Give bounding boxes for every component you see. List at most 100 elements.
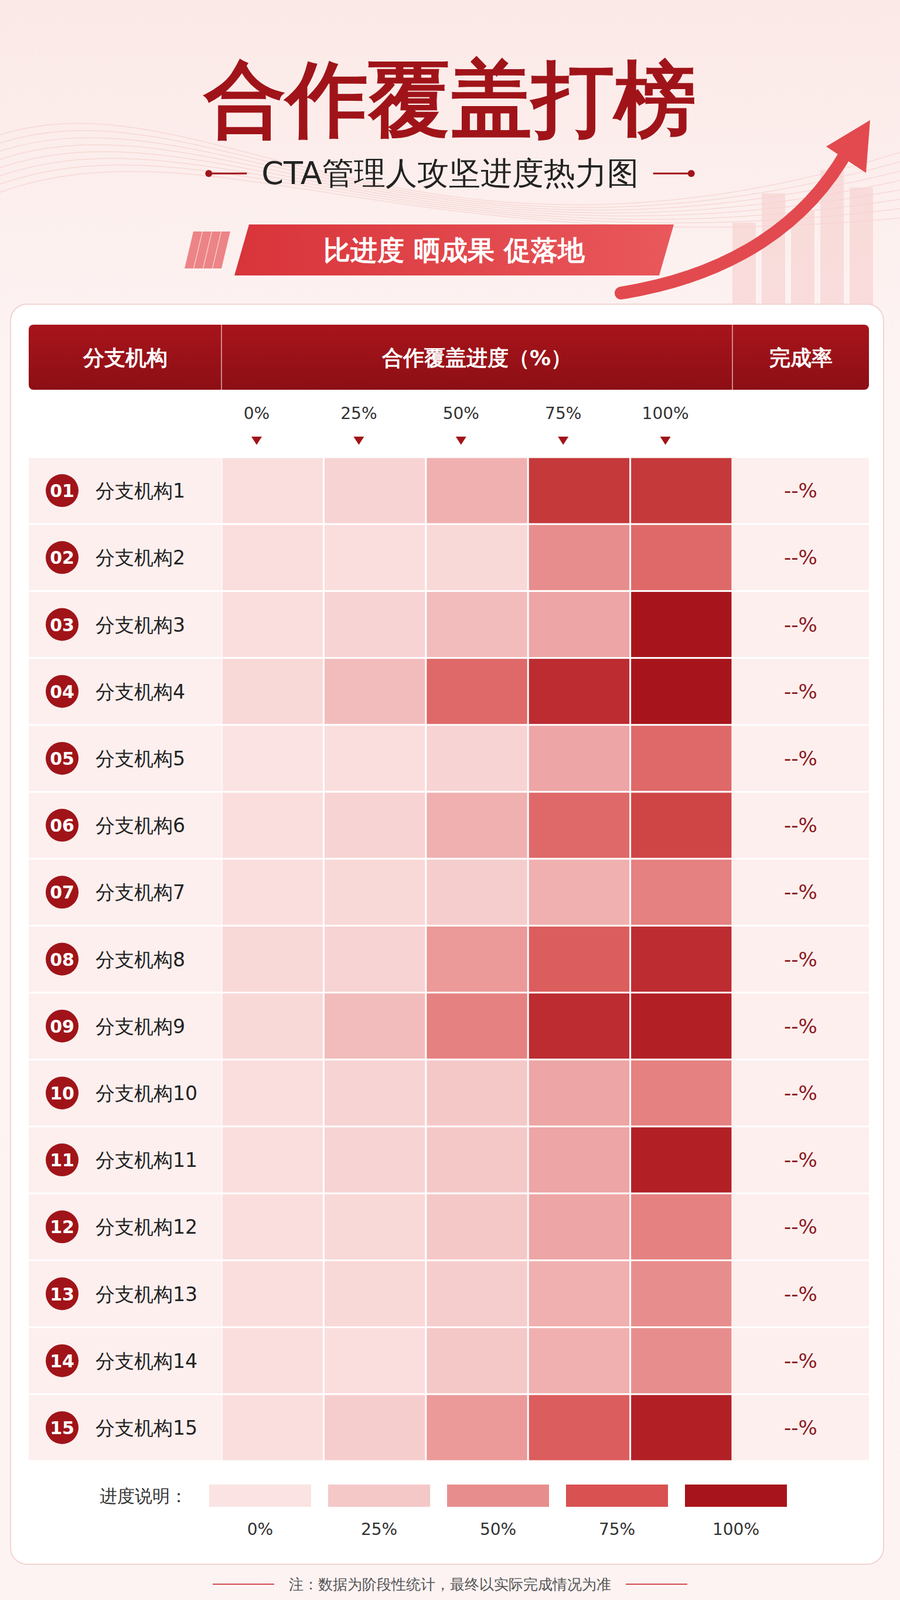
heat-cell — [222, 525, 323, 591]
heat-cell — [426, 1327, 527, 1393]
heat-cell — [324, 1194, 425, 1260]
completion-rate: --% — [783, 1415, 818, 1440]
row-bg — [732, 658, 869, 724]
row-bg — [28, 926, 222, 992]
heat-cell — [426, 1194, 527, 1260]
row-bg — [732, 1127, 869, 1193]
row-badge — [45, 1076, 79, 1110]
heat-cell — [324, 1127, 425, 1193]
row-badge — [45, 1209, 79, 1243]
column-header: 合作覆盖进度（%） — [381, 345, 572, 370]
row-label: 分支机构9 — [95, 1014, 186, 1038]
tagline: 比进度 晒成果 促落地 — [323, 234, 586, 267]
row-label: 分支机构8 — [95, 948, 186, 971]
heat-cell — [631, 792, 732, 858]
heat-cell — [324, 1260, 425, 1326]
legend-swatch — [209, 1484, 312, 1507]
heat-cell — [426, 658, 527, 724]
heat-cell — [529, 1194, 630, 1260]
heat-cell — [324, 1327, 425, 1393]
heat-cell — [222, 1127, 323, 1193]
heat-cell — [222, 1194, 323, 1260]
row-bg — [28, 458, 222, 524]
row-badge — [45, 808, 79, 842]
heat-cell — [529, 993, 630, 1059]
heat-cell — [631, 658, 732, 724]
row-badge — [45, 474, 79, 507]
heat-cell — [222, 1260, 323, 1326]
completion-rate: --% — [783, 1014, 818, 1038]
row-bg — [28, 993, 222, 1059]
heat-cell — [631, 859, 732, 925]
column-marker — [353, 436, 364, 445]
heat-cell — [529, 926, 630, 992]
heat-cell — [426, 525, 527, 591]
row-number: 14 — [49, 1350, 75, 1372]
banner — [234, 224, 674, 276]
row-number: 07 — [49, 881, 75, 903]
heat-cell — [631, 725, 732, 791]
decor-line — [653, 172, 692, 175]
completion-rate: --% — [783, 813, 818, 837]
heat-cell — [529, 725, 630, 791]
row-badge — [45, 608, 79, 642]
heat-cell — [222, 792, 323, 858]
row-number: 06 — [49, 815, 75, 836]
heat-cell — [529, 1327, 630, 1393]
heat-cell — [631, 1194, 732, 1260]
row-badge — [45, 1410, 79, 1444]
heat-cell — [631, 1394, 732, 1460]
decor-stripe — [212, 231, 231, 269]
heat-cell — [631, 525, 732, 591]
row-label: 分支机构12 — [95, 1215, 198, 1239]
heat-cell — [222, 458, 323, 524]
legend-title: 进度说明： — [99, 1485, 188, 1506]
row-label: 分支机构11 — [95, 1148, 198, 1172]
row-badge — [45, 1344, 79, 1377]
column-label: 50% — [442, 403, 480, 424]
decor-line — [212, 1583, 275, 1585]
row-badge — [45, 1277, 79, 1311]
heat-cell — [631, 1059, 732, 1125]
row-bg — [732, 525, 869, 591]
legend-label: 50% — [479, 1519, 517, 1539]
row-number: 12 — [49, 1216, 75, 1237]
heat-cell — [529, 1127, 630, 1193]
row-bg — [732, 458, 869, 524]
row-badge — [45, 675, 79, 708]
row-label: 分支机构4 — [95, 680, 186, 704]
row-label: 分支机构3 — [95, 613, 186, 637]
heat-cell — [426, 1260, 527, 1326]
heat-cell — [222, 1327, 323, 1393]
legend-label: 0% — [247, 1519, 274, 1539]
row-number: 02 — [49, 547, 75, 568]
completion-rate: --% — [783, 1081, 818, 1105]
row-bg — [732, 1327, 869, 1393]
row-bg — [732, 1260, 869, 1326]
row-number: 10 — [49, 1082, 75, 1104]
legend-swatch — [447, 1484, 550, 1507]
row-badge — [45, 942, 79, 976]
decor-dot — [205, 169, 213, 177]
column-label: 75% — [544, 403, 582, 424]
title: 合作覆盖打榜 — [202, 51, 697, 148]
heat-cell — [222, 591, 323, 657]
row-bg — [28, 1394, 222, 1460]
card — [10, 304, 884, 1564]
heat-cell — [324, 859, 425, 925]
completion-rate: --% — [783, 880, 818, 904]
row-number: 08 — [49, 949, 75, 970]
legend-swatch — [328, 1484, 431, 1507]
legend-label: 25% — [360, 1519, 398, 1539]
heat-cell — [324, 658, 425, 724]
row-bg — [732, 1194, 869, 1260]
heat-cell — [324, 926, 425, 992]
column-marker — [660, 436, 671, 445]
heat-cell — [426, 458, 527, 524]
completion-rate: --% — [783, 545, 818, 569]
heat-cell — [426, 859, 527, 925]
row-bg — [28, 1327, 222, 1393]
row-badge — [45, 1143, 79, 1176]
row-bg — [28, 1260, 222, 1326]
completion-rate: --% — [783, 746, 818, 770]
